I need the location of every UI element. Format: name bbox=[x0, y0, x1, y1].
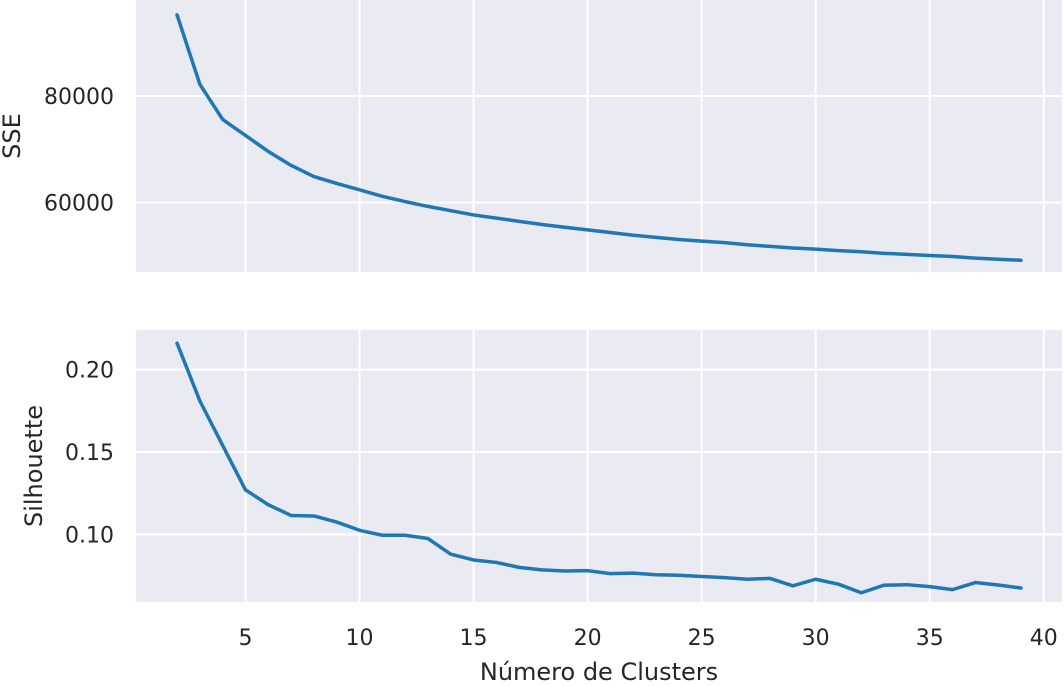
data-point bbox=[221, 117, 225, 121]
data-point bbox=[677, 237, 681, 241]
data-point bbox=[472, 558, 476, 562]
data-point bbox=[586, 228, 590, 232]
x-axis-label: Número de Clusters bbox=[480, 658, 718, 686]
data-point bbox=[631, 233, 635, 237]
data-point bbox=[859, 591, 863, 595]
data-point bbox=[859, 250, 863, 254]
y-tick-label: 0.20 bbox=[65, 359, 114, 384]
data-point bbox=[198, 399, 202, 403]
data-point bbox=[335, 181, 339, 185]
data-point bbox=[768, 244, 772, 248]
series-line bbox=[175, 13, 1023, 263]
data-point bbox=[996, 257, 1000, 261]
data-point bbox=[722, 241, 726, 245]
data-point bbox=[335, 520, 339, 524]
x-tick-label: 30 bbox=[802, 626, 830, 651]
data-point bbox=[312, 175, 316, 179]
data-point bbox=[654, 235, 658, 239]
data-point bbox=[358, 528, 362, 532]
data-point bbox=[472, 213, 476, 217]
data-point bbox=[426, 537, 430, 541]
x-tick-label: 35 bbox=[916, 626, 944, 651]
data-point bbox=[608, 231, 612, 235]
series-line bbox=[175, 341, 1023, 595]
data-point bbox=[836, 249, 840, 253]
data-point bbox=[312, 514, 316, 518]
data-point bbox=[586, 569, 590, 573]
data-point bbox=[221, 443, 225, 447]
x-tick-label: 40 bbox=[1030, 626, 1058, 651]
data-point bbox=[836, 582, 840, 586]
data-point bbox=[928, 253, 932, 257]
data-point bbox=[1019, 258, 1023, 262]
data-point bbox=[814, 577, 818, 581]
data-point bbox=[380, 533, 384, 537]
data-point bbox=[403, 200, 407, 204]
data-point bbox=[243, 488, 247, 492]
data-point bbox=[814, 247, 818, 251]
data-point bbox=[745, 577, 749, 581]
y-tick-label: 60000 bbox=[44, 192, 114, 217]
data-point bbox=[380, 194, 384, 198]
data-point bbox=[494, 560, 498, 564]
x-tick-label: 15 bbox=[460, 626, 488, 651]
data-point bbox=[289, 513, 293, 517]
plot-background bbox=[136, 330, 1062, 602]
data-point bbox=[654, 573, 658, 577]
y-axis-label: Silhouette bbox=[20, 405, 48, 527]
data-point bbox=[266, 503, 270, 507]
data-point bbox=[722, 576, 726, 580]
data-point bbox=[882, 251, 886, 255]
data-point bbox=[243, 133, 247, 137]
data-point bbox=[951, 255, 955, 259]
data-point bbox=[791, 584, 795, 588]
data-point bbox=[358, 188, 362, 192]
x-tick-label: 10 bbox=[346, 626, 374, 651]
data-point bbox=[517, 565, 521, 569]
data-point bbox=[494, 216, 498, 220]
data-point bbox=[403, 533, 407, 537]
x-tick-label: 5 bbox=[238, 626, 252, 651]
data-point bbox=[175, 13, 179, 17]
data-point bbox=[951, 588, 955, 592]
data-point bbox=[996, 583, 1000, 587]
x-tick-label: 25 bbox=[688, 626, 716, 651]
data-point bbox=[745, 243, 749, 247]
data-point bbox=[198, 82, 202, 86]
data-point bbox=[540, 223, 544, 227]
y-tick-label: 0.15 bbox=[65, 441, 114, 466]
data-point bbox=[175, 341, 179, 345]
data-point bbox=[768, 576, 772, 580]
sse-panel: 60000 80000 SSE bbox=[0, 0, 1062, 272]
data-point bbox=[517, 219, 521, 223]
data-point bbox=[449, 552, 453, 556]
y-tick-label: 0.10 bbox=[65, 523, 114, 548]
data-point bbox=[1019, 586, 1023, 590]
y-axis-label: SSE bbox=[0, 113, 26, 159]
data-point bbox=[426, 204, 430, 208]
data-point bbox=[540, 568, 544, 572]
data-point bbox=[905, 252, 909, 256]
data-point bbox=[700, 574, 704, 578]
data-point bbox=[882, 583, 886, 587]
data-point bbox=[700, 239, 704, 243]
data-point bbox=[266, 149, 270, 153]
plot-background bbox=[136, 0, 1062, 272]
data-point bbox=[905, 583, 909, 587]
data-point bbox=[631, 571, 635, 575]
data-point bbox=[791, 246, 795, 250]
data-point bbox=[563, 569, 567, 573]
silhouette-panel: 5 10 15 20 25 30 35 40 0.10 0.15 0.20 Silhouette Núm… bbox=[20, 330, 1062, 686]
data-point bbox=[449, 209, 453, 213]
data-point bbox=[289, 163, 293, 167]
y-tick-label: 80000 bbox=[44, 85, 114, 110]
data-point bbox=[608, 572, 612, 576]
data-point bbox=[563, 225, 567, 229]
data-point bbox=[973, 581, 977, 585]
data-point bbox=[928, 585, 932, 589]
data-point bbox=[973, 256, 977, 260]
x-tick-label: 20 bbox=[574, 626, 602, 651]
data-point bbox=[677, 573, 681, 577]
